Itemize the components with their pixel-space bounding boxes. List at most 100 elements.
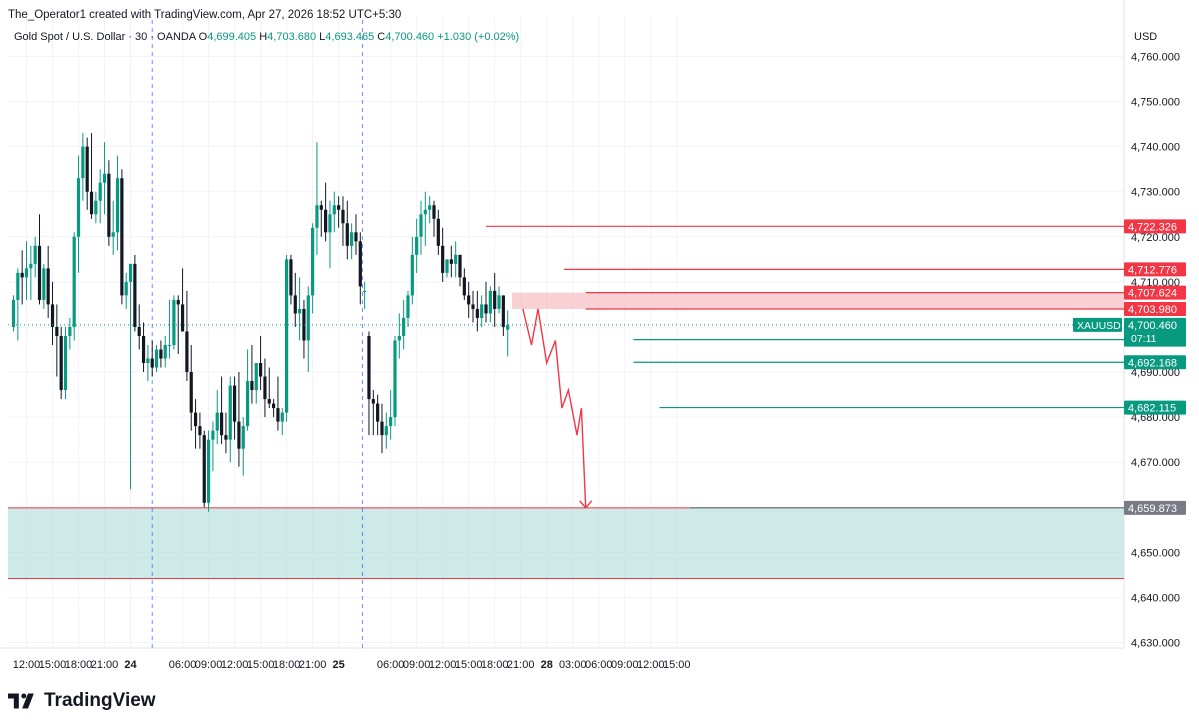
candle-body: [410, 254, 414, 296]
candle: [94, 191, 98, 224]
candle-body: [371, 399, 375, 404]
y-tick-label: 4,670.000: [1131, 457, 1180, 469]
candle: [167, 299, 172, 359]
candle-body: [124, 281, 128, 296]
candle: [436, 209, 440, 255]
candle-body: [402, 317, 406, 336]
candle: [68, 317, 72, 350]
candle-body: [185, 331, 189, 373]
candle-body: [63, 335, 68, 391]
candle-body: [319, 205, 323, 210]
low-value: 4,693.465: [325, 31, 375, 43]
candle-body: [280, 412, 284, 422]
candle-body: [285, 259, 289, 413]
brand-name: TradingView: [44, 690, 156, 711]
candle-body: [497, 295, 501, 309]
candle-body: [337, 205, 341, 210]
candle: [33, 236, 37, 278]
y-tick-label: 4,750.000: [1131, 97, 1180, 109]
candle-body: [11, 299, 16, 327]
candle: [285, 254, 289, 422]
high-value: 4,703.680: [267, 31, 317, 43]
candle: [432, 200, 436, 237]
candle-body: [202, 435, 206, 503]
candle: [211, 421, 215, 472]
candle: [350, 223, 354, 260]
candle: [462, 268, 466, 300]
candle: [380, 403, 384, 454]
candle: [59, 326, 63, 400]
candle-body: [46, 268, 50, 305]
candle-body: [198, 426, 202, 436]
candle-body: [367, 335, 371, 400]
candle: [224, 412, 228, 454]
candle: [215, 390, 219, 445]
candle: [315, 142, 319, 255]
candle: [159, 340, 163, 368]
candle: [107, 160, 111, 246]
candle: [263, 358, 267, 418]
candle-body: [423, 209, 427, 215]
candle-body: [20, 272, 24, 278]
candle: [293, 272, 297, 327]
candle: [11, 295, 16, 332]
candle: [454, 241, 458, 278]
candle-body: [358, 241, 362, 287]
candle: [337, 196, 341, 228]
candle-body: [419, 214, 423, 237]
candle-body: [471, 304, 475, 309]
candle: [267, 367, 271, 409]
x-tick-label: 12:00: [429, 659, 457, 671]
candle: [176, 295, 180, 355]
target-3-price-tag-text: 4,682.115: [1128, 403, 1176, 415]
candle-body: [33, 245, 37, 264]
candle-body: [85, 146, 89, 192]
candle-body: [232, 385, 237, 422]
candle-body: [276, 408, 280, 422]
candle: [384, 412, 388, 449]
candle-body: [350, 232, 354, 246]
candle-body: [107, 173, 111, 237]
target-3-price-tag: 4,682.115: [1124, 400, 1186, 415]
candle-body: [250, 381, 254, 391]
candle-body: [55, 326, 59, 336]
resistance-2-price-tag-text: 4,712.776: [1128, 264, 1177, 276]
close-value: 4,700.460: [385, 31, 435, 43]
candle: [276, 376, 280, 431]
resistance-3-price-tag: 4,707.624: [1124, 285, 1186, 300]
candle: [480, 295, 484, 327]
candle: [63, 326, 68, 400]
candle: [133, 254, 137, 332]
candle: [501, 295, 505, 336]
resistance-4-price-tag-bg: [1124, 302, 1186, 317]
candle: [172, 295, 176, 350]
candle: [324, 182, 328, 242]
candle: [20, 250, 24, 305]
x-tick-label: 09:00: [403, 659, 431, 671]
candle: [202, 430, 206, 508]
candle: [154, 344, 159, 373]
tradingview-branding[interactable]: TradingView: [8, 690, 156, 712]
candle: [124, 272, 128, 309]
candle: [89, 133, 94, 219]
candle: [410, 236, 414, 305]
candle-body: [389, 417, 393, 427]
resistance-3-price-tag-bg: [1124, 285, 1186, 300]
candle: [493, 272, 497, 327]
x-tick-label: 15:00: [455, 659, 483, 671]
candle: [111, 200, 115, 255]
candle: [441, 227, 445, 282]
y-tick-label: 4,740.000: [1131, 142, 1180, 154]
tradingview-logo-icon: [8, 693, 34, 709]
supply-zone: [512, 292, 1124, 310]
candle: [50, 281, 55, 345]
candle: [55, 304, 59, 377]
candle-body: [237, 421, 241, 449]
candle-body: [441, 245, 445, 273]
candle: [193, 399, 198, 449]
candle-body: [324, 209, 328, 233]
y-tick-label: 4,650.000: [1131, 547, 1180, 559]
y-tick-label: 4,720.000: [1131, 232, 1180, 244]
open-value: 4,699.405: [207, 31, 257, 43]
